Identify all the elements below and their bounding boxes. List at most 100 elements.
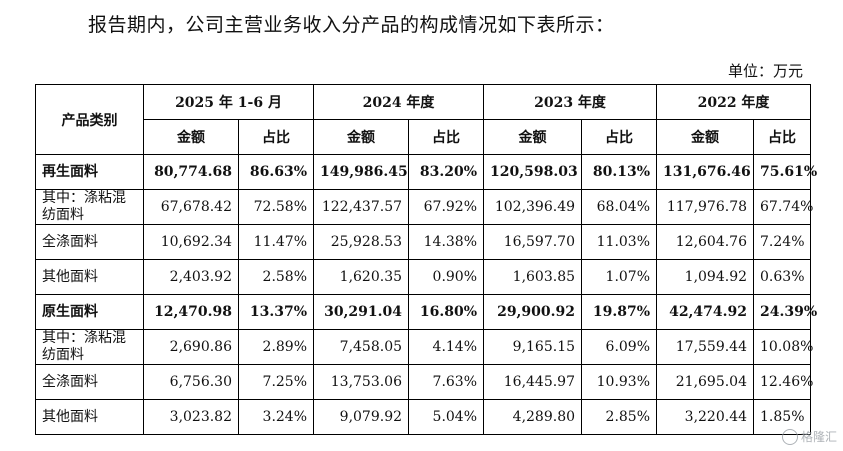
share-cell: 3.24% [237,399,315,435]
row-category-label: 其中：涤粘混纺面料 [35,189,144,225]
share-cell: 2.85% [581,399,658,435]
share-cell: 5.04% [408,399,485,435]
share-cell: 13.37% [237,294,315,330]
amount-cell: 102,396.49 [483,189,583,225]
amount-cell: 16,445.97 [483,364,583,400]
amount-cell: 2,690.86 [143,329,239,365]
row-category-label: 其他面料 [35,399,144,435]
period-header: 2023 年度 [483,84,658,120]
share-cell: 80.13% [581,154,658,190]
amount-header: 金额 [313,119,410,155]
header-row-metrics: 金额 占比 金额 占比 金额 占比 金额 占比 [36,119,812,155]
amount-header: 金额 [483,119,583,155]
share-cell: 11.03% [581,224,658,260]
row-category-label: 全涤面料 [35,224,144,260]
intro-paragraph: 报告期内，公司主营业务收入分产品的构成情况如下表所示： [88,14,615,36]
amount-cell: 13,753.06 [313,364,410,400]
amount-cell: 9,079.92 [313,399,410,435]
amount-cell: 2,403.92 [143,259,239,295]
amount-cell: 120,598.03 [483,154,583,190]
amount-cell: 9,165.15 [483,329,583,365]
share-cell: 7.24% [753,224,812,260]
share-cell: 16.80% [408,294,485,330]
share-cell: 14.38% [408,224,485,260]
amount-header: 金额 [143,119,239,155]
amount-cell: 10,692.34 [143,224,239,260]
share-cell: 1.07% [581,259,658,295]
amount-cell: 12,604.76 [656,224,755,260]
amount-cell: 3,220.44 [656,399,755,435]
share-header: 占比 [581,119,658,155]
amount-cell: 6,756.30 [143,364,239,400]
amount-cell: 117,976.78 [656,189,755,225]
amount-cell: 1,094.92 [656,259,755,295]
amount-cell: 131,676.46 [656,154,755,190]
share-cell: 75.61% [753,154,817,190]
amount-cell: 42,474.92 [656,294,755,330]
amount-cell: 25,928.53 [313,224,410,260]
table-row: 其中：涤粘混纺面料 2,690.86 2.89% 7,458.05 4.14% 9,165… [35,329,813,365]
amount-cell: 80,774.68 [143,154,239,190]
table-row: 全涤面料 10,692.34 11.47% 25,928.53 14.38% 16,597… [35,224,812,260]
share-cell: 19.87% [581,294,658,330]
share-cell: 7.25% [237,364,315,400]
share-cell: 67.74% [753,189,813,225]
table-row: 再生面料 80,774.68 86.63% 149,986.45 83.20% 120,5… [35,154,817,190]
table-row: 其他面料 3,023.82 3.24% 9,079.92 5.04% 4,289.80 2.… [35,399,812,435]
row-category-label: 再生面料 [35,154,144,190]
amount-cell: 17,559.44 [656,329,755,365]
watermark-text: 格隆汇 [800,429,837,444]
share-cell: 1.85% [753,399,812,435]
share-cell: 67.92% [408,189,485,225]
category-header: 产品类别 [35,84,144,155]
share-header: 占比 [237,119,315,155]
row-category-label: 全涤面料 [35,364,144,400]
amount-cell: 67,678.42 [143,189,239,225]
share-cell: 72.58% [237,189,315,225]
watermark: 格隆汇 [781,428,837,445]
share-header: 占比 [753,119,812,155]
amount-cell: 1,620.35 [313,259,410,295]
table-body: 再生面料 80,774.68 86.63% 149,986.45 83.20% 120,5… [35,154,817,435]
share-cell: 0.90% [408,259,485,295]
period-header: 2022 年度 [656,84,812,120]
amount-cell: 29,900.92 [483,294,583,330]
row-category-label: 其他面料 [35,259,144,295]
amount-cell: 12,470.98 [143,294,239,330]
period-header: 2025 年 1-6 月 [142,84,315,120]
revenue-table: 产品类别 2025 年 1-6 月 2024 年度 2023 年度 2022 年… [35,84,817,435]
share-cell: 10.08% [753,329,813,365]
share-cell: 83.20% [408,154,485,190]
share-cell: 7.63% [408,364,485,400]
share-cell: 10.93% [581,364,658,400]
share-header: 占比 [408,119,485,155]
share-cell: 12.46% [753,364,813,400]
share-cell: 2.58% [237,259,315,295]
share-cell: 24.39% [753,294,817,330]
share-cell: 2.89% [237,329,315,365]
unit-label: 单位：万元 [727,62,803,80]
share-cell: 86.63% [237,154,315,190]
table-row: 其中：涤粘混纺面料 67,678.42 72.58% 122,437.57 67.92%… [35,189,813,225]
amount-cell: 7,458.05 [313,329,410,365]
amount-cell: 1,603.85 [483,259,583,295]
amount-cell: 149,986.45 [313,154,410,190]
row-category-label: 其中：涤粘混纺面料 [35,329,144,365]
amount-cell: 16,597.70 [483,224,583,260]
amount-cell: 21,695.04 [656,364,755,400]
share-cell: 4.14% [408,329,485,365]
share-cell: 68.04% [581,189,658,225]
share-cell: 0.63% [753,259,812,295]
watermark-logo-icon [781,429,798,445]
header-row-periods: 产品类别 2025 年 1-6 月 2024 年度 2023 年度 2022 年… [35,84,812,155]
share-cell: 6.09% [581,329,658,365]
share-cell: 11.47% [237,224,315,260]
amount-cell: 30,291.04 [313,294,410,330]
period-header: 2024 年度 [313,84,485,120]
amount-cell: 4,289.80 [483,399,583,435]
row-category-label: 原生面料 [35,294,144,330]
table-row: 全涤面料 6,756.30 7.25% 13,753.06 7.63% 16,445.97… [35,364,813,400]
table-row: 原生面料 12,470.98 13.37% 30,291.04 16.80% 29,900… [35,294,817,330]
amount-cell: 122,437.57 [313,189,410,225]
amount-cell: 3,023.82 [143,399,239,435]
